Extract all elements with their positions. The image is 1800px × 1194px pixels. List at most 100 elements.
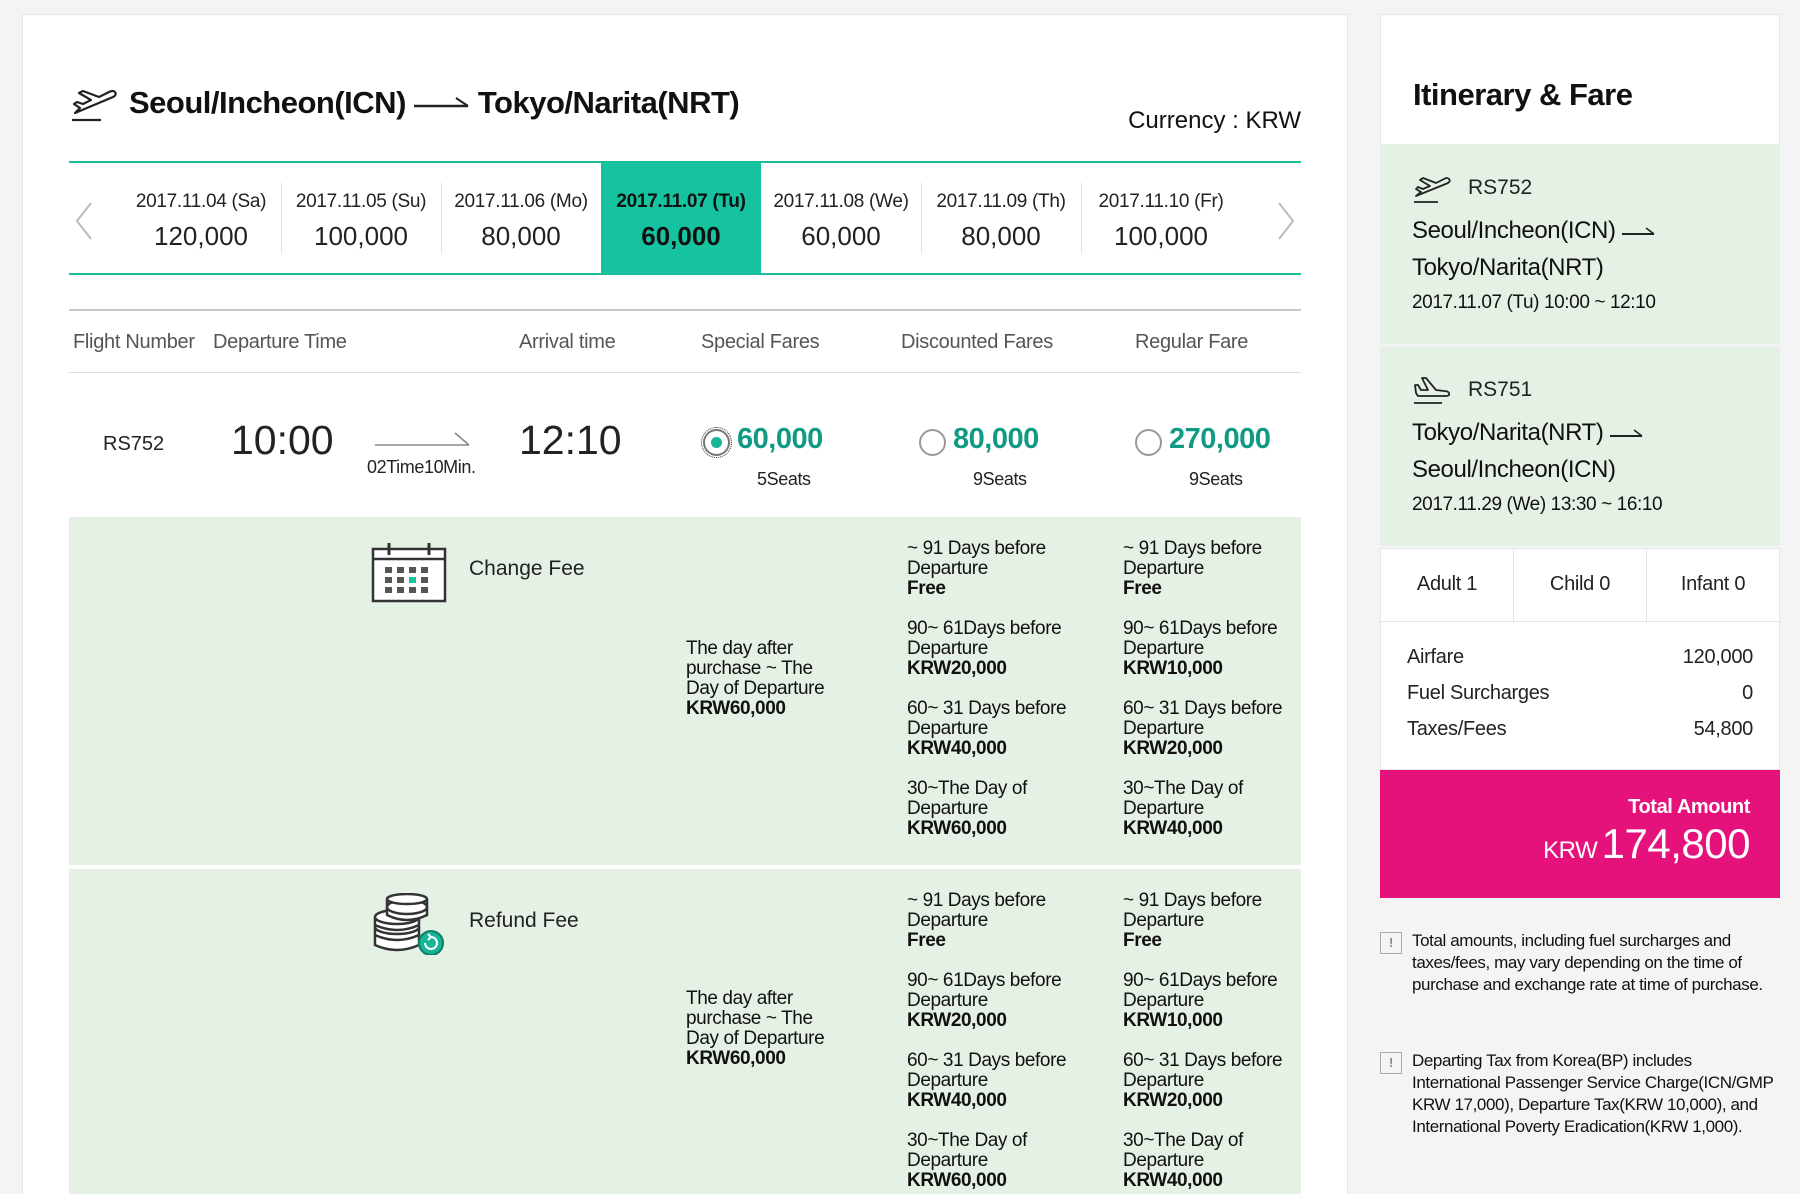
special-fare-amount: 60,000: [737, 423, 823, 455]
total-value: 174,800: [1601, 820, 1751, 867]
date-label: 2017.11.09 (Th): [936, 191, 1066, 212]
date-option-selected[interactable]: 2017.11.07 (Tu) 60,000: [601, 163, 761, 273]
fee-amount: KRW10,000: [1123, 658, 1223, 679]
outbound-segment: RS752 Seoul/Incheon(ICN) Tokyo/Narita(NR…: [1380, 144, 1780, 344]
itinerary-panel: Itinerary & Fare RS752 Seoul/Incheon(ICN…: [1380, 14, 1780, 1194]
fee-tier: ~ 91 Days before Departure Free: [907, 539, 1067, 599]
date-label: 2017.11.05 (Su): [295, 191, 427, 212]
return-flight-number: RS751: [1468, 378, 1533, 401]
regular-fare-seats: 9Seats: [1189, 469, 1243, 489]
notice-text: Total amounts, including fuel surcharges…: [1412, 931, 1763, 994]
cost-value: 54,800: [1693, 718, 1754, 740]
route-arrow-icon: [413, 97, 469, 108]
total-currency: KRW: [1543, 837, 1598, 864]
origin-label: Seoul/Incheon(ICN): [129, 85, 406, 120]
date-option[interactable]: 2017.11.08 (We) 60,000: [761, 163, 921, 273]
return-route: Tokyo/Narita(NRT) Seoul/Incheon(ICN): [1412, 414, 1644, 488]
fee-tier: ~ 91 Days before Departure Free: [1123, 891, 1283, 951]
outbound-flight-number: RS752: [1468, 176, 1533, 199]
fee-amount: KRW60,000: [686, 1048, 786, 1069]
fee-tier: 30~The Day of Departure KRW40,000: [1123, 1131, 1283, 1191]
col-special-fares: Special Fares: [701, 331, 820, 353]
cost-line: Fuel Surcharges 0: [1407, 682, 1753, 718]
route-title: Seoul/Incheon(ICN) Tokyo/Narita(NRT): [69, 83, 740, 123]
change-fee-regular: ~ 91 Days before Departure Free 90~ 61Day…: [1123, 539, 1283, 859]
fee-amount: KRW60,000: [907, 818, 1007, 839]
date-carousel: 2017.11.04 (Sa) 120,000 2017.11.05 (Su) 10…: [69, 161, 1301, 275]
notice-fare-variation: ! Total amounts, including fuel surcharg…: [1380, 930, 1780, 996]
return-flight: RS751: [1412, 374, 1532, 406]
date-list: 2017.11.04 (Sa) 120,000 2017.11.05 (Su) 10…: [121, 163, 1241, 273]
special-fare-radio[interactable]: [701, 427, 732, 458]
fee-tier: 30~The Day of Departure KRW60,000: [907, 1131, 1067, 1191]
date-option[interactable]: 2017.11.06 (Mo) 80,000: [441, 163, 601, 273]
return-time: 2017.11.29 (We) 13:30 ~ 16:10: [1412, 494, 1663, 515]
fee-period: 90~ 61Days before Departure: [907, 970, 1062, 1011]
fee-amount: KRW40,000: [907, 1090, 1007, 1111]
fee-period: ~ 91 Days before Departure: [1123, 538, 1262, 579]
col-discounted-fares: Discounted Fares: [901, 331, 1053, 353]
route-arrow-icon: [1609, 429, 1643, 437]
return-segment: RS751 Tokyo/Narita(NRT) Seoul/Incheon(IC…: [1380, 346, 1780, 546]
fee-amount: Free: [907, 930, 946, 951]
fee-amount: KRW20,000: [907, 1010, 1007, 1031]
fee-period: ~ 91 Days before Departure: [907, 890, 1046, 931]
col-arrival-time: Arrival time: [519, 331, 616, 353]
next-dates-arrow-icon[interactable]: [1271, 189, 1301, 249]
departing-plane-icon: [72, 89, 117, 122]
special-fare-seats: 5Seats: [757, 469, 811, 489]
regular-fare-amount: 270,000: [1169, 423, 1271, 455]
fee-period: 90~ 61Days before Departure: [907, 618, 1062, 659]
change-fee-label: Change Fee: [469, 557, 585, 580]
coins-refund-icon: [373, 893, 444, 955]
fee-period: 30~The Day of Departure: [1123, 778, 1243, 819]
fee-tier: 30~The Day of Departure KRW40,000: [1123, 779, 1283, 839]
calendar-icon: [371, 543, 447, 603]
date-option[interactable]: 2017.11.05 (Su) 100,000: [281, 163, 441, 273]
outbound-route: Seoul/Incheon(ICN) Tokyo/Narita(NRT): [1412, 212, 1656, 286]
fee-period: The day after purchase ~ The Day of Depa…: [686, 988, 825, 1049]
date-price: 100,000: [1114, 221, 1208, 251]
refund-fee-label: Refund Fee: [469, 909, 579, 932]
refund-fee-section: Refund Fee The day after purchase ~ The …: [69, 867, 1301, 1194]
fee-amount: KRW60,000: [686, 698, 786, 719]
fee-amount: KRW60,000: [907, 1170, 1007, 1191]
fee-period: ~ 91 Days before Departure: [1123, 890, 1262, 931]
change-fee-special: The day after purchase ~ The Day of Depa…: [686, 639, 836, 719]
fee-tier: ~ 91 Days before Departure Free: [907, 891, 1067, 951]
fee-tier: 90~ 61Days before Departure KRW10,000: [1123, 971, 1283, 1031]
fee-period: ~ 91 Days before Departure: [907, 538, 1046, 579]
prev-dates-arrow-icon[interactable]: [69, 189, 99, 249]
cost-breakdown: Airfare 120,000 Fuel Surcharges 0 Taxes/Fe…: [1380, 622, 1780, 770]
notice-departing-tax: ! Departing Tax from Korea(BP) includes …: [1380, 1050, 1780, 1138]
col-flight-number: Flight Number: [73, 331, 195, 353]
date-price: 80,000: [961, 221, 1041, 251]
regular-fare-radio[interactable]: [1135, 429, 1162, 456]
info-icon: !: [1380, 932, 1402, 954]
fee-amount: KRW10,000: [1123, 1010, 1223, 1031]
departing-plane-icon: [1414, 177, 1451, 203]
fee-period: 60~ 31 Days before Departure: [907, 1050, 1067, 1091]
date-option[interactable]: 2017.11.09 (Th) 80,000: [921, 163, 1081, 273]
date-option[interactable]: 2017.11.10 (Fr) 100,000: [1081, 163, 1241, 273]
discounted-fare-radio[interactable]: [919, 429, 946, 456]
currency-label: Currency : KRW: [1128, 107, 1301, 134]
date-option[interactable]: 2017.11.04 (Sa) 120,000: [121, 163, 281, 273]
fee-amount: Free: [1123, 578, 1162, 599]
change-fee-discounted: ~ 91 Days before Departure Free 90~ 61Day…: [907, 539, 1067, 859]
refund-fee-discounted: ~ 91 Days before Departure Free 90~ 61Day…: [907, 891, 1067, 1194]
date-label: 2017.11.04 (Sa): [135, 191, 267, 212]
info-icon: !: [1380, 1052, 1402, 1074]
cost-label: Fuel Surcharges: [1407, 682, 1550, 704]
outbound-flight: RS752: [1412, 172, 1532, 204]
fee-amount: KRW40,000: [1123, 818, 1223, 839]
fee-tier: 90~ 61Days before Departure KRW10,000: [1123, 619, 1283, 679]
col-departure-time: Departure Time: [213, 331, 347, 353]
flight-duration: 02Time10Min.: [367, 457, 476, 477]
outbound-time: 2017.11.07 (Tu) 10:00 ~ 12:10: [1412, 292, 1656, 313]
fee-amount: KRW20,000: [1123, 1090, 1223, 1111]
notice-text: Departing Tax from Korea(BP) includes In…: [1412, 1051, 1774, 1136]
fee-amount: KRW20,000: [1123, 738, 1223, 759]
flight-number: RS752: [103, 433, 165, 455]
route-arrow-icon: [1621, 227, 1655, 235]
